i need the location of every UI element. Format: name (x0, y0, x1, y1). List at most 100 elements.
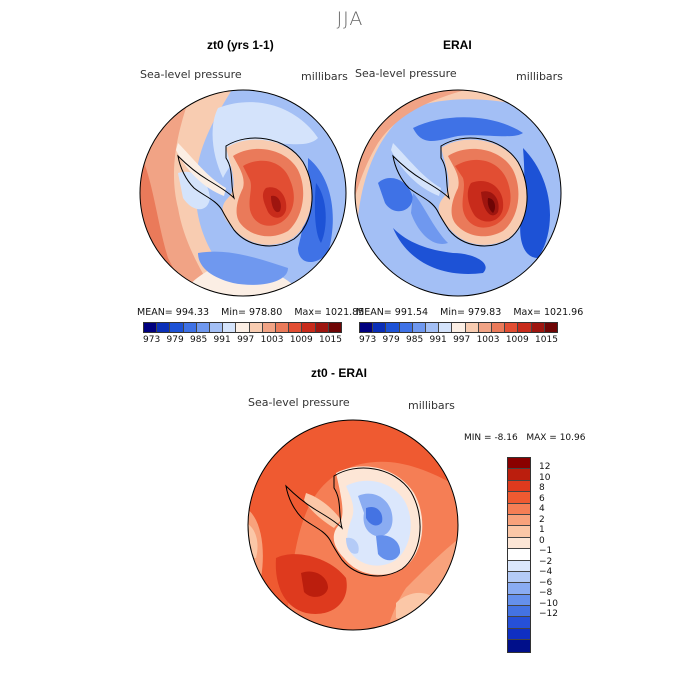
colorbar-tick-label: −2 (539, 556, 553, 567)
panel2-mean-value: 991.54 (394, 307, 429, 318)
colorbar-swatch (452, 323, 466, 332)
colorbar-swatch (412, 323, 427, 332)
colorbar-swatch (360, 323, 374, 332)
panel2-title: ERAI (443, 38, 472, 52)
colorbar-tick-label: −12 (539, 609, 558, 619)
colorbar-tick-label: 8 (539, 483, 545, 493)
panel2-min-label: Min= (440, 307, 465, 318)
colorbar-swatch (518, 323, 532, 332)
colorbar-swatch (508, 606, 530, 618)
colorbar-swatch (531, 323, 545, 332)
colorbar-swatch (544, 323, 558, 332)
panel1-min-value: 978.80 (249, 307, 283, 318)
colorbar-tick-label: 12 (539, 462, 551, 472)
colorbar-tick-label: 1003 (476, 335, 500, 345)
panel3-max-value: 10.96 (559, 433, 586, 443)
panel3-colorbar-swatches (507, 457, 531, 653)
panel2-stats: MEAN= 991.54 Min= 979.83 Max= 1021.96 (356, 307, 583, 318)
panel1-colorbar-ticks: 973 979 985 991 997 1003 1009 1015 (143, 335, 342, 345)
panel1-min-label: Min= (221, 307, 246, 318)
colorbar-tick-label: 991 (429, 335, 447, 345)
colorbar-swatch (426, 323, 440, 332)
colorbar-tick-label: −8 (539, 588, 553, 598)
colorbar-swatch (492, 323, 506, 332)
colorbar-tick-label: 0 (539, 535, 545, 546)
panel3-polar-map (247, 419, 459, 631)
colorbar-tick-label: 10 (539, 472, 551, 483)
colorbar-swatch (249, 323, 263, 332)
panel1-max-value: 1021.85 (324, 307, 365, 318)
panel3-min-value: -8.16 (494, 433, 518, 443)
colorbar-swatch (196, 323, 211, 332)
panel1-colorbar-swatches (143, 322, 342, 333)
colorbar-swatch (315, 323, 329, 332)
colorbar-swatch (223, 323, 237, 332)
colorbar-swatch (508, 492, 530, 504)
colorbar-swatch (505, 323, 519, 332)
colorbar-swatch (508, 469, 530, 481)
panel3-colorbar-labels: 12 10 8 6 4 2 1 0 −1 −2 −4 −6 −8 −10 −12 (536, 462, 576, 622)
colorbar-tick-label: 973 (143, 335, 161, 345)
panel2-colorbar: 973 979 985 991 997 1003 1009 1015 (359, 322, 558, 345)
colorbar-tick-label: 1009 (505, 335, 529, 345)
colorbar-tick-label: −10 (539, 598, 558, 609)
colorbar-swatch (508, 640, 530, 652)
colorbar-swatch (465, 323, 479, 332)
colorbar-swatch (508, 594, 530, 607)
colorbar-swatch (439, 323, 453, 332)
colorbar-swatch (144, 323, 158, 332)
colorbar-swatch (289, 323, 303, 332)
panel3-units-label: millibars (408, 399, 455, 412)
colorbar-swatch (399, 323, 413, 332)
colorbar-swatch (373, 323, 387, 332)
colorbar-swatch (302, 323, 316, 332)
colorbar-swatch (508, 503, 530, 515)
colorbar-tick-label: −4 (539, 567, 553, 577)
panel2-max-label: Max= (513, 307, 541, 318)
colorbar-swatch (157, 323, 171, 332)
colorbar-swatch (508, 537, 530, 550)
panel1-stats: MEAN= 994.33 Min= 978.80 Max= 1021.85 (137, 307, 364, 318)
colorbar-tick-label: −6 (539, 577, 553, 588)
colorbar-swatch (210, 323, 224, 332)
panel2-variable-label: Sea-level pressure (355, 67, 457, 80)
colorbar-swatch (386, 323, 400, 332)
colorbar-swatch (183, 323, 197, 332)
panel2-units-label: millibars (516, 70, 563, 83)
colorbar-tick-label: 985 (190, 335, 208, 345)
colorbar-swatch (508, 560, 530, 572)
colorbar-tick-label: 1 (539, 525, 545, 535)
colorbar-tick-label: 6 (539, 493, 545, 504)
colorbar-swatch (508, 617, 530, 629)
colorbar-tick-label: −1 (539, 546, 553, 556)
colorbar-swatch (478, 323, 493, 332)
colorbar-swatch (508, 549, 530, 561)
panel1-mean-label: MEAN= (137, 307, 173, 318)
colorbar-tick-label: 4 (539, 504, 545, 514)
panel1-colorbar: 973 979 985 991 997 1003 1009 1015 (143, 322, 342, 345)
panel3-stats: MIN = -8.16 MAX = 10.96 (464, 433, 585, 443)
panel2-min-value: 979.83 (468, 307, 502, 318)
colorbar-tick-label: 1009 (289, 335, 313, 345)
colorbar-swatch (276, 323, 290, 332)
colorbar-swatch (170, 323, 184, 332)
panel2-max-value: 1021.96 (543, 307, 584, 318)
colorbar-swatch (508, 526, 530, 538)
colorbar-tick-label: 997 (237, 335, 255, 345)
colorbar-swatch (508, 571, 530, 584)
panel2-colorbar-ticks: 973 979 985 991 997 1003 1009 1015 (359, 335, 558, 345)
colorbar-tick-label: 1003 (260, 335, 284, 345)
colorbar-swatch (508, 583, 530, 595)
panel3-colorbar (507, 457, 531, 653)
colorbar-tick-label: 979 (382, 335, 400, 345)
colorbar-swatch (508, 458, 530, 470)
panel1-variable-label: Sea-level pressure (140, 68, 242, 81)
colorbar-tick-label: 985 (406, 335, 424, 345)
panel2-mean-label: MEAN= (356, 307, 392, 318)
colorbar-tick-label: 973 (359, 335, 377, 345)
panel2-colorbar-swatches (359, 322, 558, 333)
panel1-polar-map (139, 89, 347, 297)
colorbar-tick-label: 997 (453, 335, 471, 345)
panel1-mean-value: 994.33 (175, 307, 210, 318)
colorbar-swatch (508, 514, 530, 527)
